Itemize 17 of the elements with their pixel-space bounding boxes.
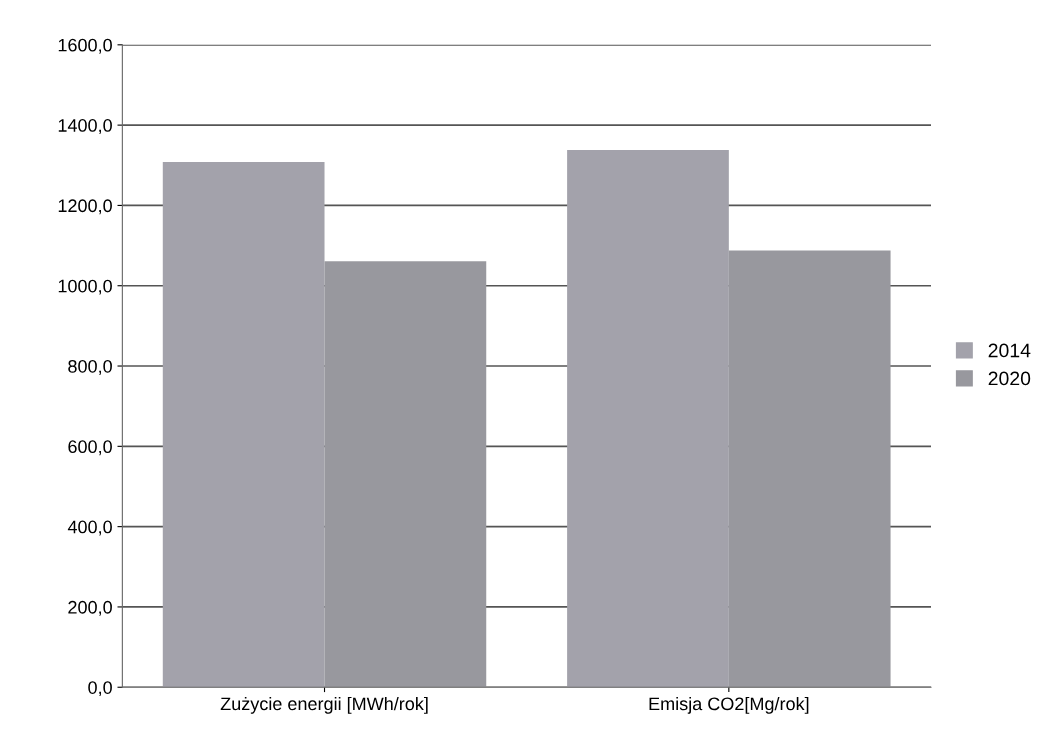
y-tick-label: 200,0 — [68, 600, 112, 616]
bar — [567, 150, 729, 688]
y-tick-label: 600,0 — [68, 440, 112, 456]
bar — [728, 250, 891, 688]
y-tick-label: 400,0 — [67, 520, 112, 536]
y-tick-label: 1000,0 — [58, 279, 112, 295]
y-tick-label: 1400,0 — [58, 119, 112, 134]
bar — [324, 261, 487, 688]
x-tick-label: Zużycie energii [MWh/rok] — [220, 696, 428, 714]
legend-label: 2014 — [988, 343, 1031, 358]
y-tick-label: 1200,0 — [58, 199, 112, 215]
y-tick-label: 1600,0 — [58, 38, 112, 54]
bar — [162, 162, 325, 688]
y-tick-label: 0,0 — [88, 681, 112, 697]
y-tick-label: 800,0 — [68, 359, 112, 375]
legend-label: 2020 — [988, 371, 1031, 386]
x-tick-label: Emisja CO2[Mg/rok] — [649, 696, 809, 714]
